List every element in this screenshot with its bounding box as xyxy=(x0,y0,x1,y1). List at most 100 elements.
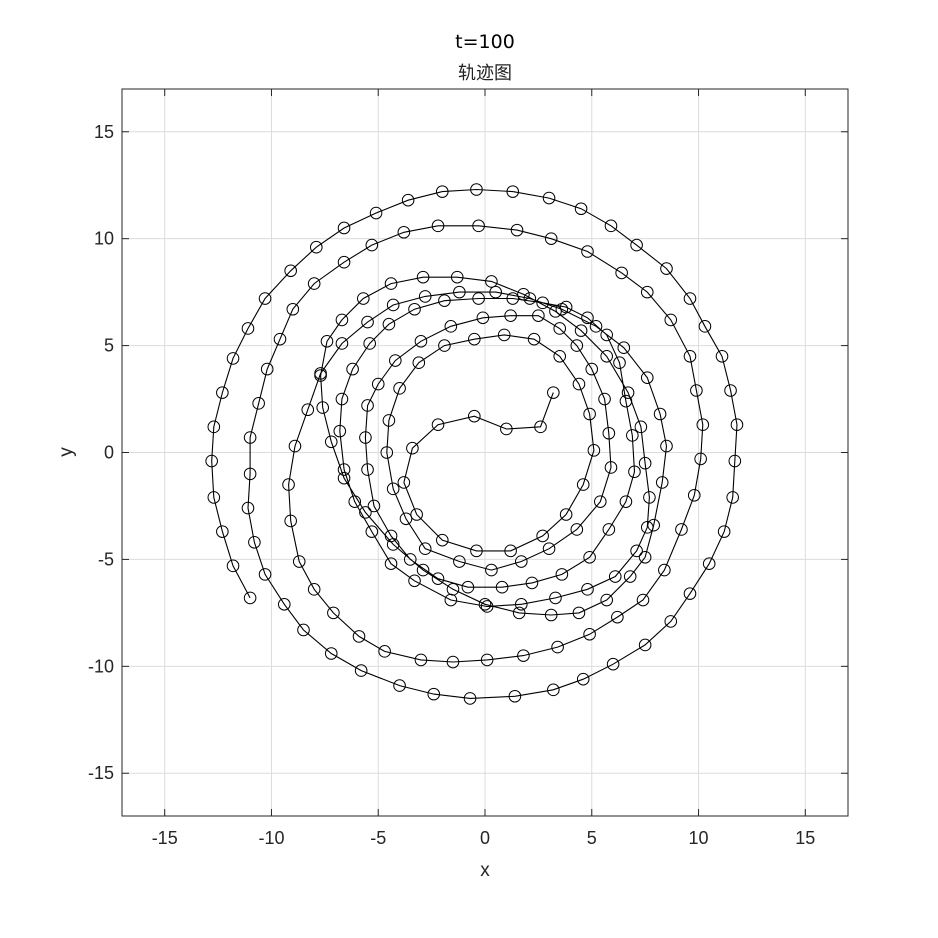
trajectory-point xyxy=(527,332,541,346)
trajectory-point xyxy=(683,292,697,305)
trajectory-point xyxy=(581,245,594,258)
trajectory-point xyxy=(495,580,509,594)
trajectory-point xyxy=(286,302,300,316)
trajectory-point xyxy=(359,431,372,444)
trajectory-point xyxy=(382,317,396,331)
trajectory-point xyxy=(205,454,218,468)
trajectory-point xyxy=(655,476,669,489)
trajectory-point xyxy=(414,335,428,348)
trajectory-point xyxy=(547,683,560,697)
trajectory-point xyxy=(508,689,522,703)
trajectory-point xyxy=(337,463,351,476)
trajectory-point xyxy=(382,414,396,427)
y-tick-label: 10 xyxy=(94,229,114,249)
trajectory-point xyxy=(515,555,528,568)
trajectory-point xyxy=(602,426,616,440)
trajectory-point xyxy=(476,311,490,325)
trajectory-point xyxy=(636,593,650,607)
trajectory-point xyxy=(378,645,391,658)
trajectory-line xyxy=(211,188,738,699)
trajectory-point xyxy=(485,275,498,288)
trajectory-point xyxy=(226,559,240,573)
trajectory-point xyxy=(403,553,417,566)
trajectory-point xyxy=(431,572,445,585)
trajectory-point xyxy=(380,446,394,459)
trajectory-point xyxy=(297,623,310,637)
tick-marks xyxy=(122,89,848,816)
trajectory-point xyxy=(470,544,483,558)
trajectory-point xyxy=(525,576,539,590)
x-axis-label: x xyxy=(480,860,490,881)
trajectory-point xyxy=(418,290,432,303)
trajectory-point xyxy=(581,583,594,596)
trajectory-point xyxy=(664,615,678,628)
trajectory-point xyxy=(438,294,451,307)
trajectory-point xyxy=(252,397,265,410)
trajectory-point xyxy=(500,422,513,436)
trajectory-point xyxy=(517,287,530,301)
x-tick-label: 15 xyxy=(795,828,815,848)
trajectory-point xyxy=(367,499,381,513)
trajectory-point xyxy=(384,557,398,570)
trajectory-point xyxy=(690,384,703,397)
trajectory-point xyxy=(480,653,494,667)
plot-frame xyxy=(121,88,849,817)
trajectory-point xyxy=(365,238,379,252)
trajectory-point xyxy=(337,471,351,485)
trajectory-point xyxy=(717,525,731,538)
trajectory-point xyxy=(414,653,428,667)
trajectory-point xyxy=(615,266,628,280)
trajectory-point xyxy=(626,429,639,442)
trajectory-point xyxy=(335,392,349,406)
trajectory-point xyxy=(363,337,376,350)
trajectory-point xyxy=(292,555,306,568)
trajectory-point xyxy=(572,377,586,391)
trajectory-point xyxy=(653,407,667,421)
trajectory-point xyxy=(504,309,517,322)
trajectory-point xyxy=(435,185,449,198)
trajectory-point xyxy=(337,255,351,269)
trajectory-point xyxy=(696,418,710,432)
trajectory-point xyxy=(549,305,562,318)
trajectory-point xyxy=(431,418,445,432)
trajectory-point xyxy=(416,270,430,284)
trajectory-point xyxy=(243,467,257,481)
trajectory-point xyxy=(446,655,460,669)
y-tick-label: 15 xyxy=(94,122,114,142)
trajectory-point xyxy=(583,550,596,564)
x-tick-label: -10 xyxy=(258,828,284,848)
trajectory-point xyxy=(638,550,652,564)
trajectory-point xyxy=(337,221,351,235)
trajectory-point xyxy=(694,452,707,466)
trajectory-point xyxy=(463,692,477,705)
y-tick-labels: -15 -10 -5 0 5 10 15 xyxy=(88,122,114,783)
trajectory-point xyxy=(660,262,673,275)
trajectory-point xyxy=(282,478,295,491)
trajectory-point xyxy=(361,399,374,412)
trajectory-point xyxy=(248,536,261,549)
trajectory-point xyxy=(393,382,406,395)
trajectory-point xyxy=(369,206,383,220)
trajectory-point xyxy=(598,392,611,406)
trajectory-point xyxy=(572,606,586,620)
trajectory-point xyxy=(241,322,255,335)
trajectory-point xyxy=(726,491,739,504)
trajectory-point xyxy=(243,431,257,444)
trajectory-point xyxy=(619,495,633,508)
trajectory-point xyxy=(386,538,400,551)
trajectory-point xyxy=(600,328,614,342)
trajectory-point xyxy=(664,313,678,327)
trajectory-point xyxy=(583,627,596,641)
trajectory-point xyxy=(600,349,614,363)
trajectory-point xyxy=(542,542,556,556)
trajectory-point xyxy=(730,418,744,432)
trajectory-point xyxy=(604,461,618,474)
series-layer xyxy=(205,183,744,705)
trajectory-point xyxy=(361,315,374,329)
trajectory-point xyxy=(427,687,441,701)
trajectory-point xyxy=(207,491,221,504)
trajectory-point xyxy=(576,478,590,491)
trajectory-point xyxy=(497,328,511,342)
trajectory-point xyxy=(506,185,520,198)
